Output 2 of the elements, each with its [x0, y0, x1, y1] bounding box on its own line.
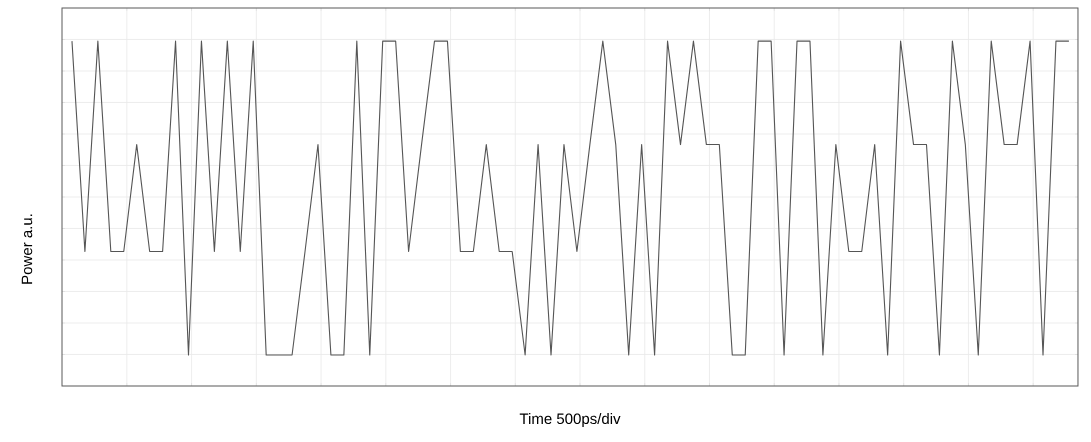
x-axis-title: Time 500ps/div [519, 413, 621, 427]
y-axis-title: Power a.u. [21, 214, 33, 284]
